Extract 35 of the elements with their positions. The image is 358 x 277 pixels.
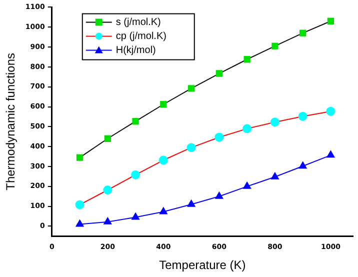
legend-label: cp (j/mol.K) (116, 30, 166, 42)
point (132, 118, 139, 125)
point (272, 42, 278, 50)
point (75, 200, 84, 210)
point (326, 150, 335, 158)
point (327, 18, 334, 24)
legend-label: H(kj/mol) (116, 44, 156, 56)
point (270, 118, 280, 127)
point (158, 156, 168, 165)
point (159, 207, 168, 214)
point (131, 170, 140, 180)
y-axis-title: Thermodynamic functions (4, 53, 18, 190)
point (103, 186, 112, 194)
point (188, 85, 195, 92)
point (214, 132, 224, 142)
point (104, 135, 111, 142)
point (76, 220, 84, 227)
point (187, 200, 196, 207)
point (160, 101, 167, 108)
legend-label: s (j/mol.K) (116, 16, 161, 28)
point (244, 56, 250, 63)
point (186, 143, 196, 152)
x-axis-title: Temperature (K) (159, 258, 246, 272)
point (76, 154, 84, 161)
point (243, 182, 252, 189)
point (326, 106, 336, 116)
point (299, 30, 306, 36)
point (132, 212, 140, 220)
point (242, 124, 252, 134)
point (215, 192, 224, 199)
point (104, 217, 112, 224)
point (216, 70, 222, 77)
point (298, 162, 307, 169)
point (270, 172, 279, 180)
point (298, 112, 308, 121)
